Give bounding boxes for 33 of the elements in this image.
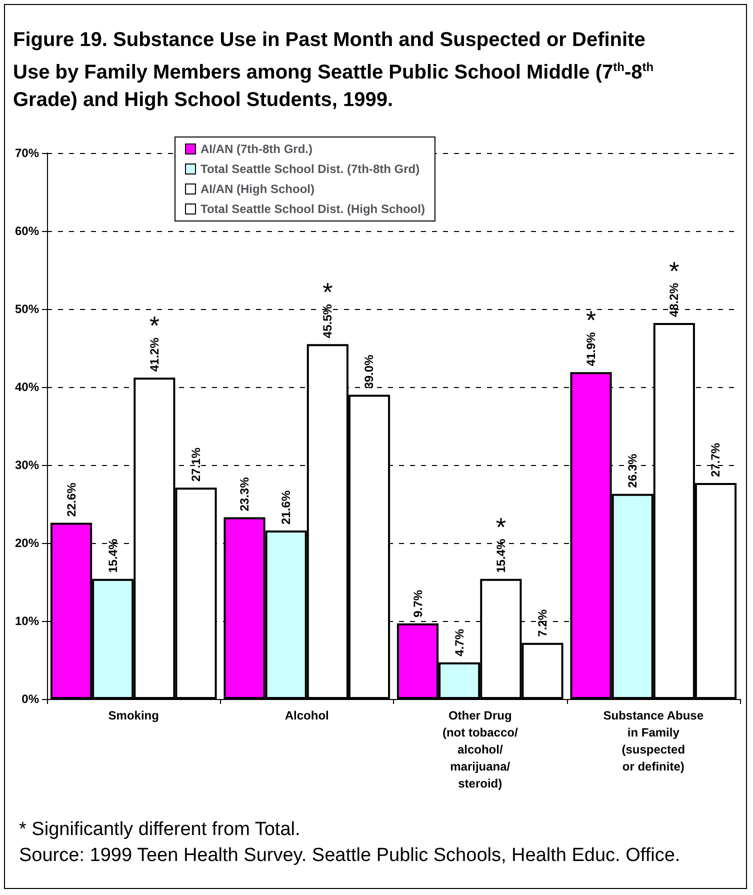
data-label: 27.1% bbox=[188, 447, 203, 482]
y-tick-label: 50% bbox=[14, 302, 40, 316]
y-tick-label: 10% bbox=[14, 614, 40, 628]
y-tick-label: 60% bbox=[14, 224, 40, 238]
data-label: 9.7% bbox=[410, 590, 425, 618]
x-tick-label: Smoking bbox=[108, 708, 159, 722]
y-tick-label: 40% bbox=[14, 380, 40, 394]
data-label: 41.2% bbox=[147, 337, 162, 372]
data-label: 21.6% bbox=[279, 490, 294, 525]
data-label: 23.3% bbox=[238, 476, 252, 512]
data-label: 27.7% bbox=[708, 442, 723, 477]
data-label: 22.6% bbox=[64, 482, 78, 517]
data-label: 45.5% bbox=[320, 304, 335, 338]
y-tick-label: 70% bbox=[14, 146, 40, 160]
legend-label: AI/AN (High School) bbox=[200, 182, 314, 196]
x-tick-label: Other Drug (not tobacco/ alcohol/ marijuana/ steroid) bbox=[442, 708, 518, 790]
data-label: 26.3% bbox=[626, 454, 640, 488]
data-label: 7.2% bbox=[535, 609, 550, 637]
y-tick-label: 0% bbox=[22, 692, 40, 706]
chart-title: Figure 19. Substance Use in Past Month and Suspected or Definite Use by Family Members among Seattle Public School Middle (7$^{th}$-8$^{th}$ Grade) and High School Students, 1999. bbox=[13, 29, 654, 111]
data-label: 48.2% bbox=[667, 282, 682, 318]
data-label: 4.7% bbox=[452, 628, 466, 656]
x-tick-label: Alcohol bbox=[284, 708, 329, 722]
y-tick-label: 20% bbox=[14, 536, 40, 550]
legend-label: Total Seattle School Dist. (7th-8th Grd) bbox=[200, 162, 420, 176]
data-label: 15.4% bbox=[106, 538, 120, 573]
text: * Significantly different from Total. bbox=[19, 819, 300, 840]
y-tick-label: 30% bbox=[14, 458, 40, 472]
data-label: 39.0% bbox=[362, 354, 376, 389]
legend-label: AI/AN (7th-8th Grd.) bbox=[200, 142, 312, 156]
legend-label: Total Seattle School Dist. (High School) bbox=[200, 202, 425, 216]
x-tick-label: Substance Abuse in Family (suspected or definite) bbox=[603, 708, 704, 774]
source-note: Source: 1999 Teen Health Survey. Seattle Public Schools, Health Educ. Office. bbox=[19, 845, 680, 866]
